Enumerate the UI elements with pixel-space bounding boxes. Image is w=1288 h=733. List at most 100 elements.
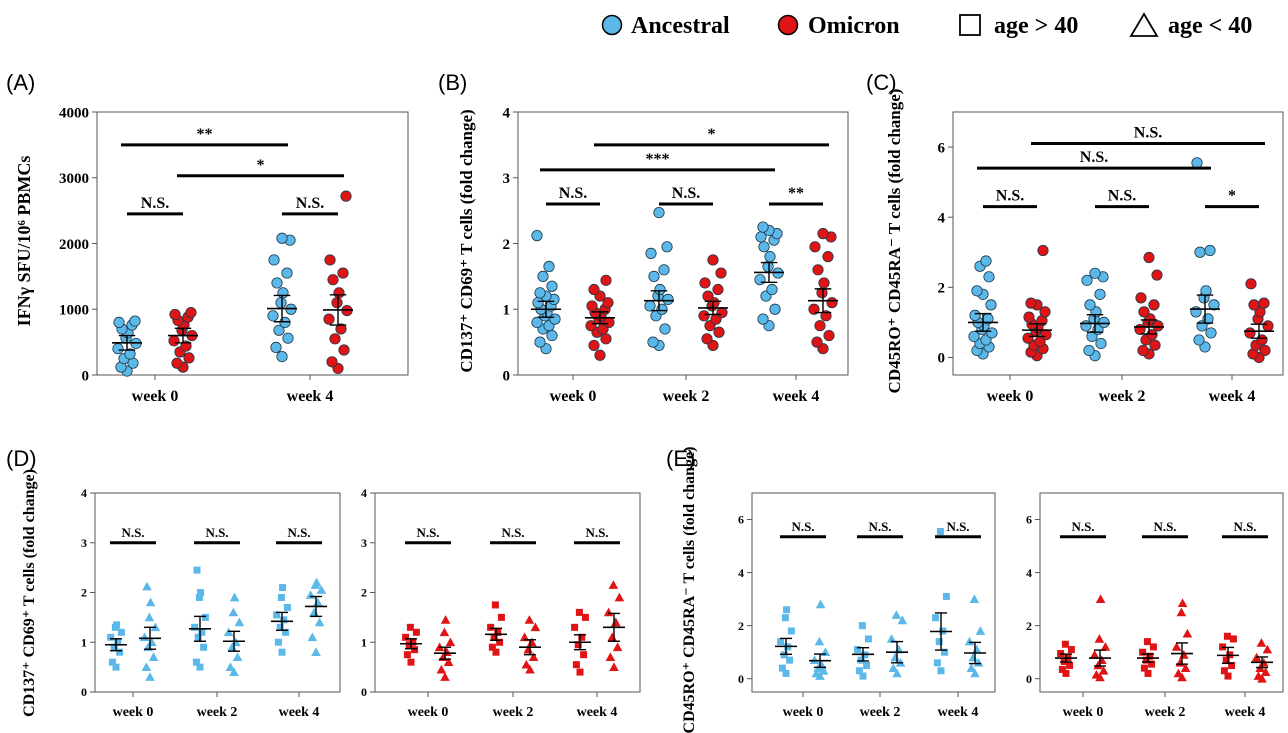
data-point xyxy=(809,241,821,253)
data-point xyxy=(340,190,352,202)
point-group xyxy=(968,255,998,360)
y-tick-label: 2 xyxy=(81,586,87,600)
data-point xyxy=(268,254,280,266)
plot-frame xyxy=(952,111,1284,376)
mean-sem-bar xyxy=(1055,653,1077,663)
mean-sem-bar xyxy=(569,634,591,651)
data-point xyxy=(1148,299,1160,311)
point-group xyxy=(1244,278,1274,364)
mean-sem-bar xyxy=(1217,646,1239,665)
data-point xyxy=(534,287,546,299)
data-point xyxy=(1066,661,1074,669)
data-point xyxy=(812,264,824,276)
x-tick-label: week 4 xyxy=(1209,388,1256,405)
mean-sem-bar xyxy=(1134,319,1164,335)
data-point xyxy=(757,221,769,233)
data-point xyxy=(232,652,243,662)
plot-frame xyxy=(751,492,996,693)
point-group xyxy=(402,623,420,666)
significance-bracket: * xyxy=(594,126,829,147)
data-point xyxy=(1149,643,1157,651)
data-point xyxy=(1177,598,1188,607)
mean-sem-bar xyxy=(305,595,327,618)
significance-bracket: N.S. xyxy=(1060,519,1106,539)
data-point xyxy=(980,255,992,267)
data-point xyxy=(782,669,790,677)
data-point xyxy=(282,332,294,344)
data-point xyxy=(148,652,159,662)
data-point xyxy=(815,599,826,609)
data-point xyxy=(1205,327,1217,339)
data-point xyxy=(171,357,183,369)
data-point xyxy=(1138,306,1150,318)
data-point xyxy=(1229,635,1237,643)
data-point xyxy=(859,672,867,680)
data-point xyxy=(276,350,288,363)
data-point xyxy=(970,668,980,678)
bracket-label: N.S. xyxy=(121,525,144,540)
data-point xyxy=(659,323,671,335)
data-point xyxy=(112,343,124,355)
ylabel-b: CD137⁺ CD69⁺ T cells (fold change) xyxy=(457,109,476,372)
data-point xyxy=(139,632,150,642)
point-group xyxy=(112,315,142,377)
significance-bracket: N.S. xyxy=(1031,125,1265,146)
data-point xyxy=(1176,607,1187,617)
mean-sem-bar xyxy=(585,311,615,325)
legend-marker-age-lt xyxy=(1129,12,1159,37)
point-group xyxy=(519,615,541,674)
data-point xyxy=(588,339,600,352)
y-tick-label: 6 xyxy=(738,513,744,527)
data-point xyxy=(442,647,452,657)
data-point xyxy=(1089,650,1100,659)
significance-bracket: N.S. xyxy=(127,195,183,216)
subplot-d-ancestral: 0 1 2 3 4 week 0 week 2 week 4 N.S. N.S. N.S. xyxy=(81,486,341,720)
bracket-label: N.S. xyxy=(559,185,587,202)
data-point xyxy=(1081,274,1093,286)
mean-sem-bar xyxy=(964,641,986,665)
x-tick-label: week 2 xyxy=(493,705,534,720)
data-point xyxy=(609,662,619,671)
bracket-label: N.S. xyxy=(205,525,228,540)
data-point xyxy=(863,661,871,669)
data-point xyxy=(277,593,285,601)
data-point xyxy=(333,287,345,299)
data-point xyxy=(201,613,209,621)
data-point xyxy=(329,333,341,345)
data-point xyxy=(124,348,136,360)
data-point xyxy=(1039,306,1051,318)
data-point xyxy=(1151,269,1163,281)
data-point xyxy=(986,327,998,339)
data-point xyxy=(440,672,450,681)
panel-label-a: (A) xyxy=(6,70,35,95)
plot-frame xyxy=(1039,492,1284,693)
legend-marker-ancestral xyxy=(601,14,623,36)
y-tick-label: 4 xyxy=(1026,566,1032,580)
data-point xyxy=(600,274,612,286)
data-point xyxy=(405,641,413,649)
y-tick-label: 2000 xyxy=(59,237,89,253)
data-point xyxy=(1089,267,1101,279)
data-point xyxy=(1260,667,1271,676)
data-point xyxy=(331,297,343,309)
panel-label-e: (E) xyxy=(666,446,695,471)
data-point xyxy=(270,341,282,353)
y-tick-label: 3 xyxy=(81,536,87,550)
data-point xyxy=(698,310,710,322)
data-point xyxy=(575,608,583,616)
data-point xyxy=(1058,665,1066,673)
data-point xyxy=(972,644,982,654)
significance-bracket: ** xyxy=(121,126,288,147)
data-point xyxy=(309,607,319,617)
data-point xyxy=(1149,339,1161,351)
data-point xyxy=(1083,344,1095,357)
legend-label-age-gt: age > 40 xyxy=(994,13,1078,39)
data-point xyxy=(777,638,785,646)
bracket-label: ** xyxy=(197,126,213,143)
x-tick-label: week 2 xyxy=(663,388,710,405)
data-point xyxy=(701,333,713,345)
mean-sem-bar xyxy=(603,612,625,642)
x-tick-label: week 0 xyxy=(783,705,824,720)
y-tick-label: 6 xyxy=(938,140,946,156)
